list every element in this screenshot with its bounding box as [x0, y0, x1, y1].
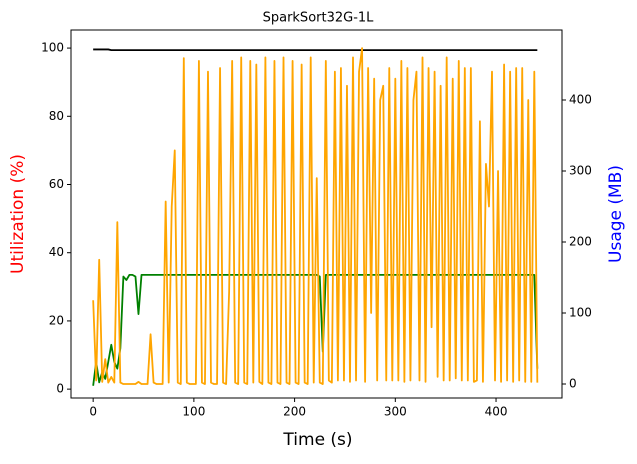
x-tick-label: 400 [485, 405, 508, 419]
y2-tick-label: 400 [569, 93, 592, 107]
y-tick-label: 20 [49, 313, 64, 327]
y2-tick-label: 0 [569, 377, 577, 391]
y-tick-label: 0 [56, 382, 64, 396]
y2-tick-label: 300 [569, 164, 592, 178]
data-line [92, 47, 539, 385]
y-tick-label: 60 [49, 177, 64, 191]
y2-tick-label: 200 [569, 235, 592, 249]
x-tick-label: 300 [384, 405, 407, 419]
x-axis-label: Time (s) [282, 430, 352, 450]
data-line [93, 48, 538, 52]
y-tick-label: 100 [41, 41, 64, 55]
y2-axis-label: Usage (MB) [606, 165, 626, 263]
x-tick-label: 200 [283, 405, 306, 419]
x-tick-label: 100 [182, 405, 205, 419]
y-axis-label: Utilization (%) [8, 154, 28, 274]
y-tick-label: 40 [49, 245, 64, 259]
chart-title: SparkSort32G-1L [263, 11, 375, 26]
plot-frame [70, 29, 563, 399]
y2-tick-label: 100 [569, 306, 592, 320]
x-tick-label: 0 [89, 405, 97, 419]
y-tick-label: 80 [49, 109, 64, 123]
